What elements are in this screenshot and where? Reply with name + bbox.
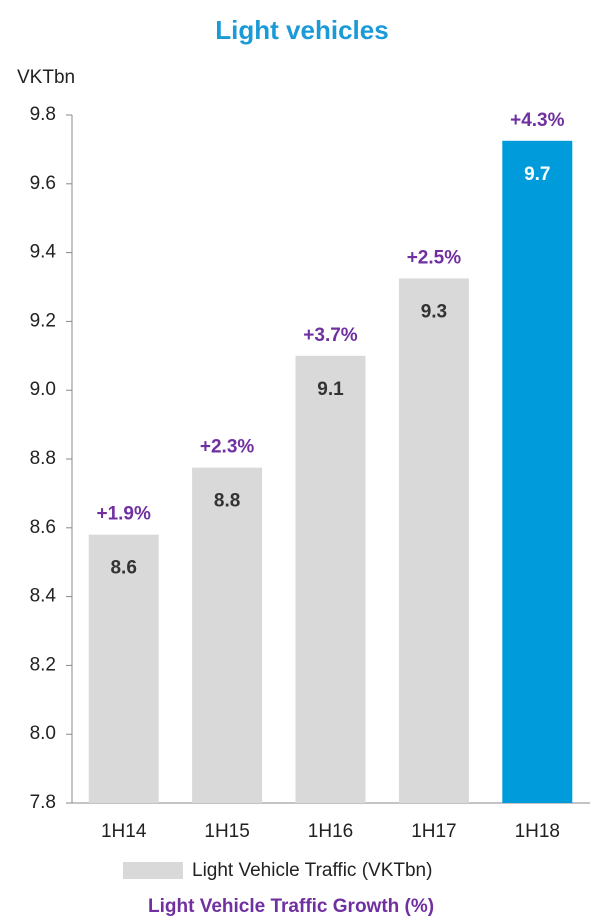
bar [88, 534, 159, 803]
y-tick-label: 7.8 [30, 792, 56, 813]
y-tick-label: 9.6 [30, 173, 56, 194]
growth-label: +4.3% [510, 110, 565, 131]
bar [192, 467, 263, 803]
growth-label: +3.7% [303, 325, 358, 346]
x-tick-label: 1H17 [411, 821, 456, 842]
y-tick-label: 8.8 [30, 448, 56, 469]
x-tick-label: 1H18 [515, 821, 560, 842]
y-tick-label: 8.2 [30, 654, 56, 675]
y-tick-label: 9.8 [30, 104, 56, 125]
growth-label: +2.5% [407, 247, 462, 268]
value-label: 9.1 [317, 379, 344, 400]
x-tick-label: 1H15 [204, 821, 249, 842]
legend-swatch [123, 862, 183, 879]
x-tick-label: 1H16 [308, 821, 353, 842]
growth-label: +1.9% [96, 504, 151, 525]
y-tick-label: 8.6 [30, 517, 56, 538]
y-tick-label: 9.0 [30, 379, 56, 400]
bar [398, 278, 469, 803]
y-tick-label: 9.4 [30, 242, 57, 263]
x-tick-label: 1H14 [101, 821, 147, 842]
legend-label: Light Vehicle Traffic Growth (%) [148, 896, 434, 917]
y-tick-label: 9.2 [30, 310, 56, 331]
value-label: 9.3 [421, 301, 447, 322]
growth-label: +2.3% [200, 437, 255, 458]
y-tick-label: 8.0 [30, 723, 56, 744]
value-label: 9.7 [524, 164, 550, 185]
y-tick-label: 8.4 [30, 586, 57, 607]
y-axis-label: VKTbn [17, 67, 75, 88]
value-label: 8.8 [214, 491, 240, 512]
value-label: 8.6 [110, 558, 136, 579]
bar [295, 355, 366, 803]
legend-label: Light Vehicle Traffic (VKTbn) [192, 860, 432, 881]
bar [502, 140, 573, 804]
chart-title: Light vehicles [215, 15, 388, 45]
